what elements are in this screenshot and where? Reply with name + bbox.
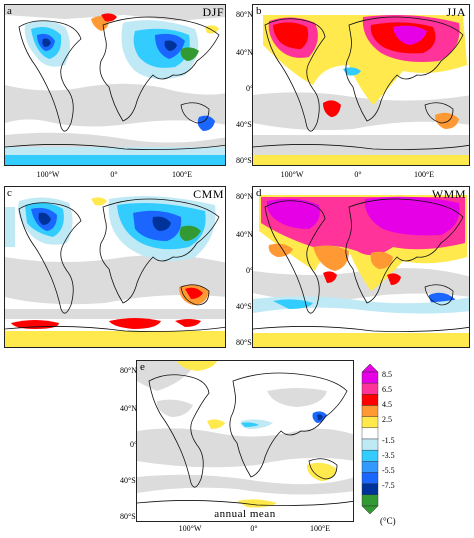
colorbar-level-5: -3.5 [382,451,395,460]
map-frame-b [252,4,470,166]
lat-tick-d-4: 80°S [236,338,252,347]
lon-tick-e-2: 100°E [309,524,331,533]
panel-label-c: c [7,187,12,199]
colorbar-bottom-arrow [361,505,379,514]
lat-tick-d-0: 80°N [236,192,253,201]
colorbar-bin-3 [361,405,379,417]
panel-label-e: e [140,361,145,373]
map-frame-a [4,4,226,166]
season-label-b: JJA [446,5,466,19]
map-frame-d [252,186,470,348]
lat-tick-b-1: 40°N [236,48,253,57]
colorbar-bin-11 [361,494,379,507]
map-c [5,187,225,347]
lat-tick-b-0: 80°N [236,10,253,19]
panel-c: c CMM [0,186,236,352]
panel-e: 80°N 40°N 0° 40°S 80°S [120,360,474,538]
map-d [253,187,469,347]
colorbar-unit: (°C) [380,516,396,526]
panel-d: 80°N 40°N 0° 40°S 80°S [236,186,474,352]
colorbar-level-1: 6.5 [382,385,392,394]
map-frame-e: annual mean [136,360,354,522]
colorbar-level-3: 2.5 [382,415,392,424]
lat-tick-d-1: 40°N [236,230,253,239]
lat-tick-b-4: 80°S [236,156,252,165]
colorbar-top-arrow [361,364,379,373]
colorbar-level-7: -7.5 [382,481,395,490]
lat-tick-e-3: 40°S [120,476,136,485]
colorbar-bin-0 [361,371,379,384]
lat-tick-e-0: 80°N [120,366,137,375]
lat-tick-e-4: 80°S [120,512,136,521]
lon-tick-b-1: 0° [354,170,362,179]
lon-tick-e-0: 100°W [178,524,202,533]
colorbar: 8.5 6.5 4.5 2.5 -1.5 -3.5 -5.5 -7.5 (°C) [360,364,420,534]
colorbar-bin-9 [361,472,379,484]
panel-label-a: a [7,5,12,17]
panel-label-b: b [256,5,262,17]
panel-b: 80°N 40°N 0° 40°S 80°S [236,0,474,190]
lat-tick-d-2: 0° [246,266,254,275]
panel-label-d: d [256,187,262,199]
lon-tick-b-2: 100°E [413,170,435,179]
lon-tick-a-1: 0° [110,170,118,179]
colorbar-bin-7 [361,449,379,462]
lon-tick-e-1: 0° [250,524,258,533]
colorbar-bin-4 [361,416,379,429]
map-a [5,5,225,165]
lon-tick-b-0: 100°W [280,170,304,179]
lat-tick-d-3: 40°S [236,302,252,311]
colorbar-bin-6 [361,438,379,451]
colorbar-level-0: 8.5 [382,370,392,379]
season-label-c: CMM [193,187,224,201]
map-b [253,5,469,165]
lat-tick-e-2: 0° [130,440,138,449]
colorbar-level-6: -5.5 [382,466,395,475]
season-label-a: DJF [202,5,224,19]
lon-tick-a-0: 100°W [36,170,60,179]
colorbar-level-4: -1.5 [382,436,395,445]
colorbar-bin-8 [361,461,379,473]
colorbar-bin-5 [361,427,379,440]
colorbar-level-2: 4.5 [382,400,392,409]
season-label-d: WMM [431,187,466,201]
season-label-e: annual mean [214,508,276,520]
lat-tick-b-2: 0° [246,84,254,93]
lat-tick-b-3: 40°S [236,120,252,129]
lon-tick-a-2: 100°E [171,170,193,179]
colorbar-bin-1 [361,382,379,395]
colorbar-bin-2 [361,394,379,406]
colorbar-scale [361,364,379,514]
lat-tick-e-1: 40°N [120,404,137,413]
map-frame-c [4,186,226,348]
panel-a: a DJF 100°W 0° 100°E [0,0,236,190]
map-e [137,361,353,521]
colorbar-bin-10 [361,483,379,496]
